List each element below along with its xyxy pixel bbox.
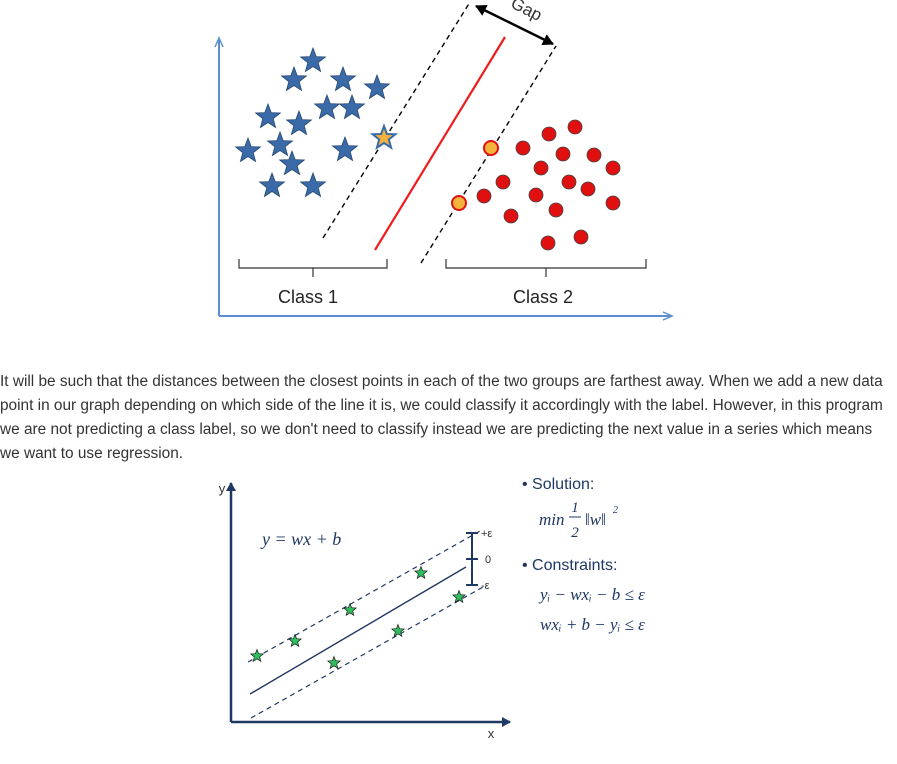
svg-text:‖w‖: ‖w‖ — [585, 510, 606, 529]
class2-dot-marker — [533, 160, 549, 176]
epsilon-bracket — [466, 532, 478, 586]
equation-label: y = wx + b — [260, 529, 341, 549]
class2-dot-marker — [561, 174, 577, 190]
class2-dot-marker — [548, 202, 564, 218]
class2-dot-marker — [586, 147, 602, 163]
class2-dot-marker — [476, 188, 492, 204]
constraint-2: wxᵢ + b − yᵢ ≤ ε — [540, 615, 645, 634]
gap-arrow — [475, 4, 554, 46]
class1-brace — [238, 259, 388, 277]
support-vector-dot — [483, 140, 499, 156]
lower-epsilon-line — [250, 586, 484, 719]
class1-label: Class 1 — [278, 287, 338, 307]
constraints-heading: • Constraints: — [522, 557, 617, 574]
class1-stars — [234, 46, 399, 198]
class2-dot-marker — [495, 174, 511, 190]
class1-star-marker — [331, 135, 359, 162]
y-axis-label: y — [219, 481, 226, 496]
regression-line — [249, 566, 467, 695]
class2-label: Class 2 — [513, 287, 573, 307]
data-star-marker — [249, 648, 265, 663]
left-margin-line — [322, 1, 471, 239]
class1-star-marker — [313, 93, 341, 120]
class2-dot-marker — [555, 146, 571, 162]
x-axis-label: x — [488, 726, 495, 741]
class2-dot-marker — [540, 235, 556, 251]
class1-star-marker — [280, 65, 308, 92]
svg-text:2: 2 — [571, 525, 579, 541]
class2-brace — [445, 259, 647, 277]
class1-star-marker — [299, 46, 327, 73]
class2-dot-marker — [580, 181, 596, 197]
minus-epsilon-label: -ε — [481, 580, 490, 592]
class1-star-marker — [266, 130, 294, 157]
data-star-marker — [413, 565, 429, 580]
gap-label: Gap — [508, 0, 545, 25]
data-star-marker — [326, 655, 342, 670]
class1-star-marker — [329, 65, 357, 92]
data-star-marker — [390, 623, 406, 638]
class2-dots — [451, 119, 621, 251]
svg-text:1: 1 — [571, 500, 579, 516]
data-star-marker — [451, 589, 467, 604]
class1-star-marker — [299, 171, 327, 198]
svg-text:2: 2 — [613, 505, 618, 516]
class1-star-marker — [363, 73, 391, 100]
class1-star-marker — [278, 149, 306, 176]
class2-dot-marker — [567, 119, 583, 135]
constraint-1: yᵢ − wxᵢ − b ≤ ε — [538, 585, 645, 604]
class1-star-marker — [234, 136, 262, 163]
class2-dot-marker — [541, 126, 557, 142]
class2-dot-marker — [573, 229, 589, 245]
class1-star-marker — [258, 171, 286, 198]
data-star-marker — [342, 602, 358, 617]
plus-epsilon-label: +ε — [481, 528, 492, 540]
upper-epsilon-line — [247, 530, 481, 663]
class1-star-marker — [285, 109, 313, 136]
class2-dot-marker — [515, 140, 531, 156]
support-vector-star — [369, 123, 399, 151]
svr-regression-figure: y x +ε 0 -ε y = wx + b • Solution: min 1… — [219, 476, 645, 741]
solution-heading: • Solution: — [522, 476, 594, 493]
svg-text:min: min — [539, 510, 565, 529]
solution-formula: min 1 2 ‖w‖ 2 — [539, 500, 618, 541]
class2-dot-marker — [528, 187, 544, 203]
explanation-paragraph: It will be such that the distances betwe… — [0, 373, 883, 462]
decision-boundary-line — [374, 36, 506, 251]
class1-star-marker — [338, 93, 366, 120]
data-star-marker — [287, 633, 303, 648]
data-stars — [249, 565, 467, 670]
class2-dot-marker — [605, 160, 621, 176]
zero-label: 0 — [485, 554, 491, 566]
support-vector-dot — [451, 195, 467, 211]
class1-star-marker — [254, 102, 282, 129]
class2-dot-marker — [605, 195, 621, 211]
class2-dot-marker — [503, 208, 519, 224]
svm-classification-figure: Gap Class 1 Class 2 — [214, 0, 674, 321]
